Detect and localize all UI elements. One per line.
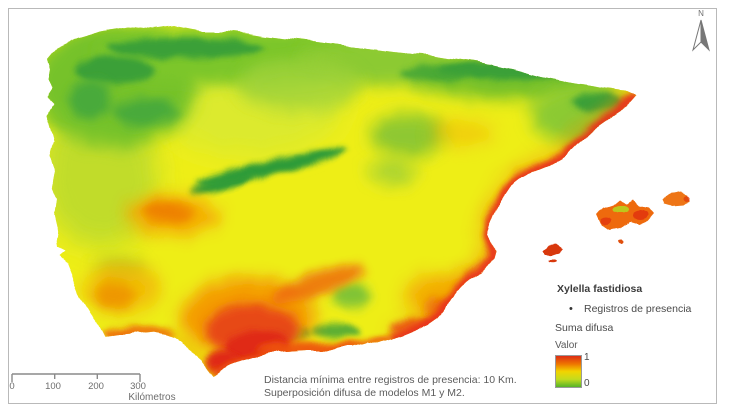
scale-unit-label: Kilómetros <box>128 392 176 403</box>
presence-point-icon: • <box>569 303 573 315</box>
legend-presence-row: • Registros de presencia <box>553 302 721 316</box>
method-note: Distancia mínima entre registros de pres… <box>264 374 517 400</box>
legend: Xylella fastidiosa • Registros de presen… <box>553 283 721 390</box>
method-note-line1: Distancia mínima entre registros de pres… <box>264 374 517 386</box>
scale-tick-200: 200 <box>88 381 104 392</box>
scale-tick-300: 300 <box>130 381 146 392</box>
ramp-min-label: 0 <box>584 378 590 389</box>
north-arrow-icon <box>692 19 710 52</box>
north-label: N <box>698 9 704 18</box>
presence-point-label: Registros de presencia <box>584 303 692 315</box>
legend-value-label: Valor <box>555 340 578 351</box>
legend-ramp-block: 1 0 <box>553 352 721 390</box>
legend-layer-label: Suma difusa <box>555 322 614 334</box>
color-ramp <box>555 355 582 388</box>
ramp-max-label: 1 <box>584 352 590 363</box>
scale-tick-0: 0 <box>9 381 15 392</box>
north-arrow: N <box>688 10 714 54</box>
balearic-islands <box>543 193 691 264</box>
method-note-line2: Superposición difusa de modelos M1 y M2. <box>264 387 465 399</box>
legend-title: Xylella fastidiosa <box>557 283 643 295</box>
scale-bar: 0 100 200 300 Kilómetros <box>9 370 240 403</box>
scale-bar-bracket <box>11 373 141 382</box>
scale-tick-100: 100 <box>45 381 61 392</box>
